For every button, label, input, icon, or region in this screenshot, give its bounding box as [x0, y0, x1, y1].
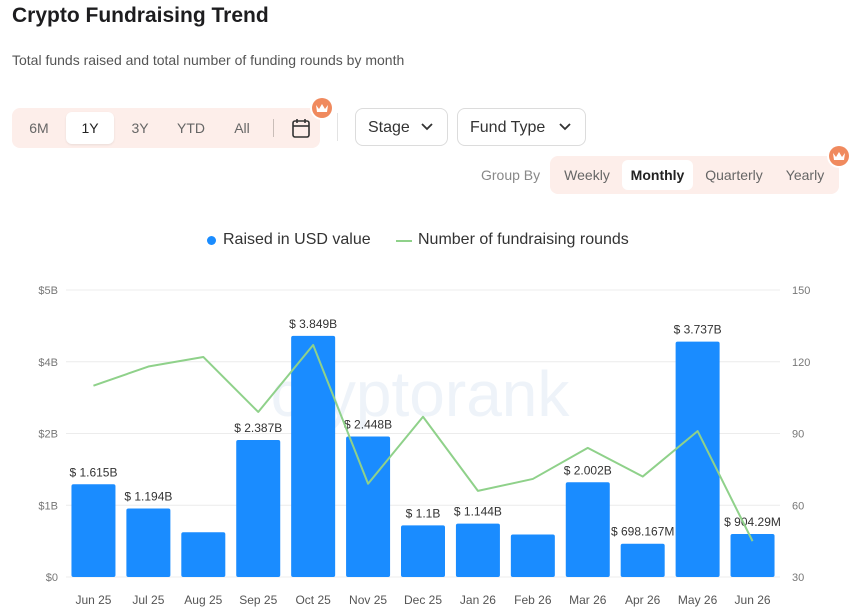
- y-right-tick-label: 150: [792, 285, 810, 297]
- fund-type-dropdown[interactable]: Fund Type: [457, 108, 586, 146]
- bar: [126, 508, 171, 577]
- bar-data-label: $ 3.737B: [674, 323, 722, 337]
- x-tick-label: Jan 26: [460, 593, 496, 607]
- x-tick-label: Jun 26: [735, 593, 771, 607]
- y-left-tick-label: $5B: [38, 285, 58, 297]
- bar: [455, 523, 500, 577]
- page-title: Crypto Fundraising Trend: [12, 4, 269, 27]
- group-yearly-button[interactable]: Yearly: [785, 167, 825, 183]
- stage-dropdown-label: Stage: [368, 119, 410, 136]
- legend-line-marker: [396, 240, 412, 242]
- bar: [181, 532, 226, 577]
- bar: [236, 439, 281, 577]
- y-right-tick-label: 90: [792, 429, 804, 441]
- chevron-down-icon: [559, 123, 571, 131]
- chevron-down-icon: [421, 123, 433, 131]
- bar-data-label: $ 1.194B: [124, 489, 172, 503]
- y-right-tick-label: 60: [792, 500, 804, 512]
- group-monthly-button[interactable]: Monthly: [622, 160, 693, 190]
- bar-data-label: $ 2.387B: [234, 421, 282, 435]
- legend-rounds[interactable]: Number of fundraising rounds: [418, 231, 629, 248]
- premium-crown-icon: [312, 98, 332, 118]
- x-tick-label: Jun 25: [75, 593, 111, 607]
- y-right-tick-label: 30: [792, 572, 804, 584]
- bar-data-label: $ 1.144B: [454, 505, 502, 519]
- bar-data-label: $ 2.448B: [344, 417, 392, 431]
- fundraising-chart: cryptorank $0 30$1B 60$2B 90$4B 120$5B 150$ 1…: [38, 285, 810, 607]
- x-tick-label: May 26: [678, 593, 718, 607]
- x-tick-label: Feb 26: [514, 593, 552, 607]
- bar-data-label: $ 698.167M: [611, 525, 674, 539]
- fund-type-dropdown-label: Fund Type: [470, 119, 546, 136]
- bar: [71, 484, 116, 577]
- x-tick-label: Oct 25: [295, 593, 331, 607]
- group-quarterly-button[interactable]: Quarterly: [705, 167, 763, 183]
- y-left-tick-label: $4B: [38, 357, 58, 369]
- x-tick-label: Aug 25: [184, 593, 222, 607]
- x-tick-label: Nov 25: [349, 593, 387, 607]
- time-range-toggle: 6M 1Y 3Y YTD All: [12, 108, 320, 148]
- range-1y-button[interactable]: 1Y: [66, 112, 114, 144]
- group-by-label: Group By: [481, 167, 541, 183]
- bar: [291, 335, 336, 577]
- group-by-toggle: Weekly Monthly Quarterly Yearly: [550, 156, 839, 194]
- x-tick-label: Dec 25: [404, 593, 442, 607]
- legend-bar-marker: [207, 236, 216, 245]
- bar-data-label: $ 1.1B: [406, 506, 441, 520]
- bar: [401, 525, 445, 577]
- bar: [620, 543, 665, 577]
- bar: [565, 482, 610, 577]
- legend-raised[interactable]: Raised in USD value: [223, 231, 371, 248]
- bar-data-label: $ 904.29M: [724, 515, 781, 529]
- bar-data-label: $ 3.849B: [289, 317, 337, 331]
- bar: [675, 341, 720, 577]
- x-tick-label: Jul 25: [132, 593, 164, 607]
- bar: [346, 436, 391, 577]
- range-ytd-button[interactable]: YTD: [177, 120, 205, 136]
- range-3y-button[interactable]: 3Y: [131, 120, 149, 136]
- group-weekly-button[interactable]: Weekly: [564, 167, 610, 183]
- range-6m-button[interactable]: 6M: [29, 120, 49, 136]
- bar-data-label: $ 1.615B: [69, 465, 117, 479]
- bar: [510, 534, 555, 577]
- filter-divider: [337, 113, 338, 141]
- page-subtitle: Total funds raised and total number of f…: [12, 52, 405, 68]
- y-right-tick-label: 120: [792, 357, 810, 369]
- y-left-tick-label: $0: [46, 572, 58, 584]
- x-tick-label: Apr 26: [625, 593, 661, 607]
- y-left-tick-label: $2B: [38, 429, 58, 441]
- y-left-tick-label: $1B: [38, 500, 58, 512]
- bar-data-label: $ 2.002B: [564, 463, 612, 477]
- x-tick-label: Mar 26: [569, 593, 607, 607]
- range-all-button[interactable]: All: [234, 120, 250, 136]
- calendar-icon[interactable]: [292, 118, 310, 138]
- range-divider: [273, 119, 274, 137]
- premium-crown-icon: [829, 146, 849, 166]
- bar: [730, 533, 775, 577]
- x-tick-label: Sep 25: [239, 593, 277, 607]
- stage-dropdown[interactable]: Stage: [355, 108, 448, 146]
